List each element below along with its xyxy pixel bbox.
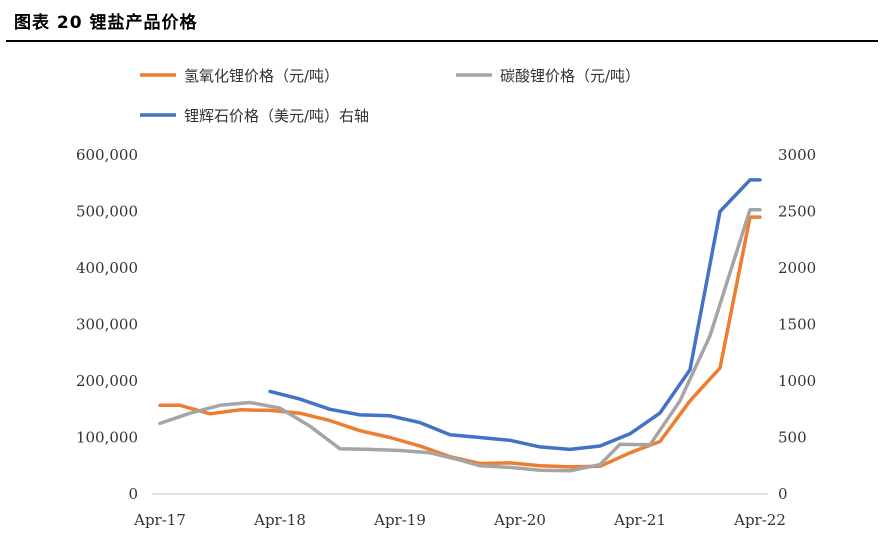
axes: 0 100,000 200,000 300,000 400,000 500,000 600,…: [76, 146, 816, 529]
x-tick-label: Apr-20: [493, 511, 546, 529]
x-tick-label: Apr-19: [373, 511, 426, 529]
y-left-tick-label: 0: [128, 485, 138, 503]
y-right-tick-label: 1500: [778, 316, 816, 334]
legend-label: 碳酸锂价格（元/吨）: [500, 67, 640, 85]
series-line-2: [158, 208, 762, 473]
x-tick-label: Apr-17: [133, 511, 186, 529]
title-rule: [6, 40, 878, 42]
y-left-tick-label: 100,000: [76, 429, 138, 447]
y-right-tick-label: 0: [778, 485, 788, 503]
y-left-tick-label: 200,000: [76, 372, 138, 390]
legend-label: 氢氧化锂价格（元/吨）: [184, 67, 339, 85]
y-left-tick-label: 400,000: [76, 259, 138, 277]
series-line-1: [158, 215, 762, 469]
y-right-tick-label: 3000: [778, 146, 816, 164]
y-right-tick-label: 2000: [778, 259, 816, 277]
figure-title: 图表 20 锂盐产品价格: [14, 13, 198, 33]
series-layer: [158, 178, 762, 473]
y-right-tick-label: 500: [778, 429, 807, 447]
y-right-tick-label: 2500: [778, 203, 816, 221]
x-tick-label: Apr-22: [733, 511, 786, 529]
legend-label: 锂辉石价格（美元/吨）右轴: [184, 107, 369, 125]
y-left-tick-label: 600,000: [76, 146, 138, 164]
x-tick-label: Apr-21: [613, 511, 666, 529]
x-tick-label: Apr-18: [253, 511, 306, 529]
y-left-tick-label: 300,000: [76, 316, 138, 334]
series-line-3: [268, 178, 762, 452]
y-left-tick-label: 500,000: [76, 203, 138, 221]
y-right-tick-label: 1000: [778, 372, 816, 390]
legend: 氢氧化锂价格（元/吨） 碳酸锂价格（元/吨） 锂辉石价格（美元/吨）右轴: [140, 67, 640, 125]
